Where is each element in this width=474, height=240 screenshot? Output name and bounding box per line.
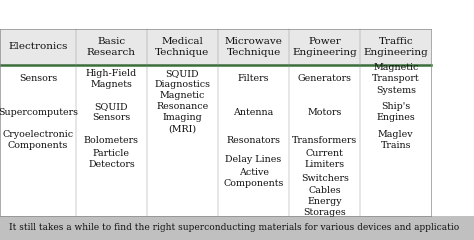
Text: Supercomputers: Supercomputers	[0, 108, 78, 117]
Text: High-Field
Magnets: High-Field Magnets	[86, 69, 137, 89]
Text: Resonators: Resonators	[227, 136, 281, 145]
Text: Delay Lines: Delay Lines	[226, 155, 282, 164]
Text: Magnetic
Transport
Systems: Magnetic Transport Systems	[372, 63, 419, 95]
Text: Power
Engineering: Power Engineering	[292, 37, 357, 57]
Text: Generators: Generators	[298, 74, 352, 84]
Text: Magnetic
Resonance
Imaging
(MRI): Magnetic Resonance Imaging (MRI)	[156, 91, 209, 133]
Text: Cryoelectronic
Components: Cryoelectronic Components	[2, 130, 73, 150]
Text: Antenna: Antenna	[234, 108, 273, 117]
Text: Filters: Filters	[238, 74, 269, 84]
Text: Traffic
Engineering: Traffic Engineering	[364, 37, 428, 57]
Text: Current
Limiters: Current Limiters	[305, 149, 345, 169]
Text: SQUID
Sensors: SQUID Sensors	[92, 102, 130, 122]
Text: Electronics: Electronics	[8, 42, 68, 51]
Text: It still takes a while to find the right superconducting materials for various d: It still takes a while to find the right…	[9, 223, 460, 233]
Text: Maglev
Trains: Maglev Trains	[378, 130, 414, 150]
Text: Motors: Motors	[308, 108, 342, 117]
Text: Active
Components: Active Components	[223, 168, 284, 188]
Text: Microwave
Technique: Microwave Technique	[225, 37, 283, 57]
Text: SQUID
Diagnostics: SQUID Diagnostics	[155, 69, 210, 89]
Text: Medical
Technique: Medical Technique	[155, 37, 210, 57]
Text: Cables
Energy
Storages: Cables Energy Storages	[303, 186, 346, 217]
Text: Particle
Detectors: Particle Detectors	[88, 149, 135, 169]
Text: Sensors: Sensors	[19, 74, 57, 84]
Text: Transformers: Transformers	[292, 136, 357, 145]
Text: Bolometers: Bolometers	[84, 136, 139, 145]
Text: Ship's
Engines: Ship's Engines	[376, 102, 415, 122]
Bar	[0, 29, 431, 65]
Text: Basic
Research: Basic Research	[87, 37, 136, 57]
Text: Switchers: Switchers	[301, 174, 349, 183]
Bar	[0, 216, 474, 240]
